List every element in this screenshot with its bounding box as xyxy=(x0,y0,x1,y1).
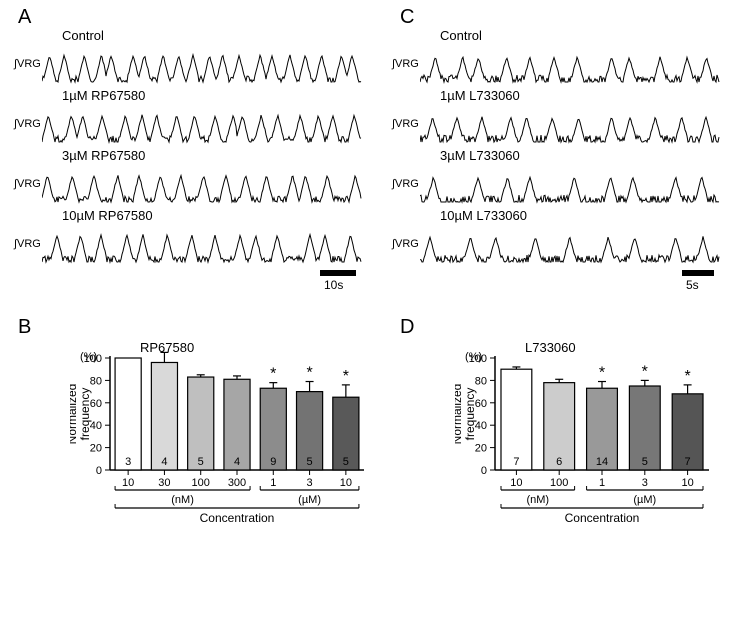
integrated-vrg-label: ∫VRG xyxy=(392,118,419,130)
svg-text:14: 14 xyxy=(596,456,608,468)
svg-text:10: 10 xyxy=(340,477,352,489)
svg-text:(µM): (µM) xyxy=(298,494,321,506)
svg-text:4: 4 xyxy=(234,456,240,468)
svg-text:*: * xyxy=(599,365,605,382)
svg-text:300: 300 xyxy=(228,477,246,489)
svg-text:4: 4 xyxy=(161,456,167,468)
integrated-vrg-label: ∫VRG xyxy=(14,238,41,250)
svg-text:*: * xyxy=(343,368,349,385)
bar xyxy=(115,358,141,470)
svg-text:100: 100 xyxy=(469,353,487,365)
svg-text:1: 1 xyxy=(270,477,276,489)
svg-text:1: 1 xyxy=(599,477,605,489)
time-scalebar-label: 10s xyxy=(324,278,343,292)
svg-text:*: * xyxy=(306,365,312,382)
svg-text:7: 7 xyxy=(513,456,519,468)
svg-text:(nM): (nM) xyxy=(171,494,194,506)
svg-text:10: 10 xyxy=(122,477,134,489)
time-scalebar xyxy=(320,270,356,276)
trace-C-1 xyxy=(420,98,720,148)
svg-text:100: 100 xyxy=(84,353,102,365)
integrated-vrg-label: ∫VRG xyxy=(14,58,41,70)
svg-text:5: 5 xyxy=(198,456,204,468)
svg-text:6: 6 xyxy=(556,456,562,468)
bar-chart-B: RP67580(%)020406080100Normalizedfrequenc… xyxy=(70,340,370,540)
svg-text:30: 30 xyxy=(158,477,170,489)
trace-C-3 xyxy=(420,218,720,268)
svg-text:10: 10 xyxy=(681,477,693,489)
svg-text:7: 7 xyxy=(685,456,691,468)
svg-text:*: * xyxy=(642,363,648,380)
svg-text:80: 80 xyxy=(90,375,102,387)
trace-A-1 xyxy=(42,98,362,148)
svg-text:80: 80 xyxy=(475,375,487,387)
svg-text:Normalizedfrequency: Normalizedfrequency xyxy=(70,384,92,445)
svg-text:Concentration: Concentration xyxy=(565,511,640,525)
svg-text:5: 5 xyxy=(307,456,313,468)
trace-C-0 xyxy=(420,38,720,88)
bar-chart-D: L733060(%)020406080100Normalizedfrequenc… xyxy=(455,340,715,540)
svg-text:100: 100 xyxy=(192,477,210,489)
svg-text:Normalizedfrequency: Normalizedfrequency xyxy=(455,384,477,445)
svg-text:3: 3 xyxy=(307,477,313,489)
svg-text:L733060: L733060 xyxy=(525,340,576,355)
svg-text:20: 20 xyxy=(90,443,102,455)
svg-text:3: 3 xyxy=(642,477,648,489)
svg-text:0: 0 xyxy=(481,465,487,477)
svg-text:*: * xyxy=(270,366,276,383)
bar xyxy=(151,362,177,470)
integrated-vrg-label: ∫VRG xyxy=(392,58,419,70)
svg-text:(µM): (µM) xyxy=(633,494,656,506)
svg-text:0: 0 xyxy=(96,465,102,477)
integrated-vrg-label: ∫VRG xyxy=(14,118,41,130)
integrated-vrg-label: ∫VRG xyxy=(14,178,41,190)
integrated-vrg-label: ∫VRG xyxy=(392,178,419,190)
svg-text:9: 9 xyxy=(270,456,276,468)
svg-text:(nM): (nM) xyxy=(526,494,549,506)
svg-text:Concentration: Concentration xyxy=(200,511,275,525)
svg-text:*: * xyxy=(684,368,690,385)
figure-root: Control∫VRG1µM RP67580∫VRG3µM RP67580∫VR… xyxy=(0,0,752,620)
svg-text:5: 5 xyxy=(343,456,349,468)
svg-text:5: 5 xyxy=(642,456,648,468)
time-scalebar-label: 5s xyxy=(686,278,699,292)
svg-text:100: 100 xyxy=(550,477,568,489)
integrated-vrg-label: ∫VRG xyxy=(392,238,419,250)
svg-text:10: 10 xyxy=(510,477,522,489)
bar xyxy=(501,369,532,470)
trace-A-0 xyxy=(42,38,362,88)
trace-A-3 xyxy=(42,218,362,268)
trace-A-2 xyxy=(42,158,362,208)
svg-text:3: 3 xyxy=(125,456,131,468)
time-scalebar xyxy=(682,270,714,276)
trace-C-2 xyxy=(420,158,720,208)
svg-text:20: 20 xyxy=(475,443,487,455)
